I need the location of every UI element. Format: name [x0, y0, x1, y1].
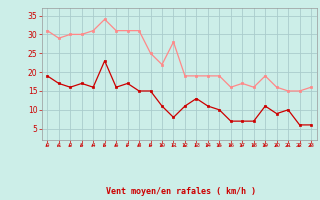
Text: Vent moyen/en rafales ( km/h ): Vent moyen/en rafales ( km/h ): [106, 187, 256, 196]
